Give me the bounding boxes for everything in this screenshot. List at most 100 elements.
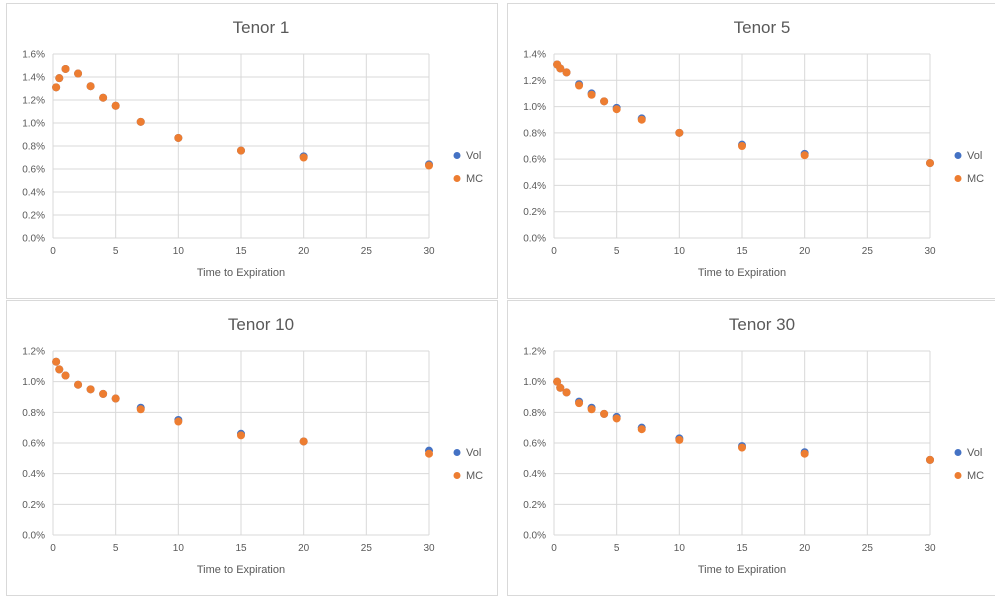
data-point-mc (738, 142, 746, 150)
y-tick-label: 0.6% (22, 439, 45, 450)
data-point-mc (111, 101, 120, 110)
data-point-mc (299, 437, 308, 446)
x-tick-label: 30 (423, 246, 435, 257)
legend-marker-mc (453, 472, 461, 479)
legend-label-vol: Vol (466, 447, 481, 459)
data-point-mc (136, 405, 145, 414)
data-point-mc (600, 409, 609, 418)
y-tick-label: 0.6% (22, 165, 45, 176)
y-tick-label: 0.4% (22, 188, 45, 199)
data-point-mc (556, 383, 565, 392)
x-tick-label: 20 (799, 543, 811, 554)
y-tick-label: 0.4% (22, 469, 45, 480)
y-tick-label: 1.2% (523, 76, 546, 87)
chart-title: Tenor 5 (734, 18, 791, 37)
data-point-mc (52, 357, 61, 366)
x-tick-label: 25 (361, 543, 373, 554)
x-tick-label: 25 (862, 246, 874, 257)
chart-svg-tenor-30: Tenor 30 0.0% 0.2% 0.4% 0.6% 0.8% 1.0% 1.2% 0 5 10… (523, 315, 984, 576)
legend-label-vol: Vol (967, 150, 982, 162)
chart-svg-tenor-10: Tenor 10 0.0% 0.2% 0.4% 0.6% 0.8% 1.0% 1.2% 0 5 10… (22, 315, 483, 576)
legend-label-mc: MC (466, 173, 483, 185)
x-tick-label: 20 (298, 246, 310, 257)
data-point-mc (61, 371, 70, 380)
x-tick-label: 10 (173, 246, 185, 257)
data-point-mc (553, 377, 562, 386)
legend-marker-vol (453, 449, 461, 456)
legend-label-mc: MC (967, 470, 984, 482)
x-tick-label: 20 (298, 543, 310, 554)
data-point-mc (675, 435, 684, 444)
y-tick-label: 0.6% (523, 155, 546, 166)
chart-title: Tenor 30 (729, 315, 795, 334)
x-tick-label: 30 (423, 543, 435, 554)
y-tick-label: 1.2% (22, 96, 45, 107)
chart-panel-tenor-5: Tenor 5 0.0% 0.2% 0.4% 0.6% 0.8% 1.0% 1.2% 1.4% 0… (507, 3, 995, 299)
data-point-mc (86, 385, 95, 394)
data-point-mc (675, 128, 684, 137)
x-tick-label: 10 (674, 246, 686, 257)
y-tick-label: 1.4% (22, 73, 45, 84)
y-tick-label: 1.4% (523, 50, 546, 61)
y-tick-label: 0.8% (523, 128, 546, 139)
x-tick-label: 30 (924, 543, 936, 554)
data-point-mc (575, 81, 584, 90)
data-point-mc (52, 83, 61, 92)
data-point-mc (237, 146, 245, 155)
data-point-mc (174, 133, 183, 142)
data-point-mc (111, 394, 120, 403)
x-axis-label: Time to Expiration (197, 564, 285, 576)
x-tick-label: 0 (50, 543, 56, 554)
y-tick-label: 0.2% (22, 211, 45, 222)
legend-marker-mc (954, 175, 962, 182)
data-point-mc (600, 97, 609, 106)
x-tick-label: 5 (614, 543, 620, 554)
data-point-mc (926, 159, 934, 168)
y-tick-label: 0.8% (523, 408, 546, 419)
data-point-mc (237, 431, 245, 440)
x-tick-label: 15 (736, 246, 748, 257)
data-point-mc (55, 365, 64, 374)
legend-marker-mc (453, 175, 461, 182)
data-point-mc (136, 117, 145, 126)
x-tick-label: 5 (113, 543, 119, 554)
y-tick-label: 1.6% (22, 50, 45, 61)
data-point-mc (74, 380, 83, 389)
legend-marker-vol (453, 152, 461, 159)
data-point-mc (637, 115, 646, 124)
chart-panel-tenor-1: Tenor 1 0.0% 0.2% 0.4% 0.6% 0.8% 1.0% 1.2% 1.4% 1… (6, 3, 498, 299)
x-tick-label: 0 (50, 246, 56, 257)
chart-svg-tenor-1: Tenor 1 0.0% 0.2% 0.4% 0.6% 0.8% 1.0% 1.2% 1.4% 1… (22, 18, 483, 279)
data-point-mc (587, 90, 596, 99)
legend-label-vol: Vol (967, 447, 982, 459)
legend-label-vol: Vol (466, 150, 481, 162)
data-point-mc (738, 443, 746, 452)
y-tick-label: 0.8% (22, 408, 45, 419)
y-tick-label: 0.2% (22, 500, 45, 511)
data-point-mc (55, 74, 64, 83)
x-tick-label: 10 (173, 543, 185, 554)
x-tick-label: 15 (235, 543, 247, 554)
y-tick-label: 1.0% (523, 377, 546, 388)
x-tick-label: 15 (235, 246, 247, 257)
y-tick-label: 1.2% (22, 347, 45, 358)
data-point-mc (800, 449, 809, 458)
x-tick-label: 20 (799, 246, 811, 257)
chart-title: Tenor 1 (233, 18, 290, 37)
y-tick-label: 0.4% (523, 181, 546, 192)
data-point-mc (575, 399, 584, 408)
x-tick-label: 5 (614, 246, 620, 257)
chart-title: Tenor 10 (228, 315, 294, 334)
y-tick-label: 0.0% (22, 531, 45, 542)
data-point-mc (86, 82, 95, 91)
x-axis-label: Time to Expiration (197, 267, 285, 279)
y-tick-label: 0.8% (22, 142, 45, 153)
data-point-mc (637, 425, 646, 434)
x-tick-label: 15 (736, 543, 748, 554)
legend-label-mc: MC (466, 470, 483, 482)
y-tick-label: 0.4% (523, 469, 546, 480)
x-tick-label: 0 (551, 246, 557, 257)
data-point-mc (299, 153, 308, 162)
y-tick-label: 0.2% (523, 500, 546, 511)
y-tick-label: 1.0% (22, 119, 45, 130)
